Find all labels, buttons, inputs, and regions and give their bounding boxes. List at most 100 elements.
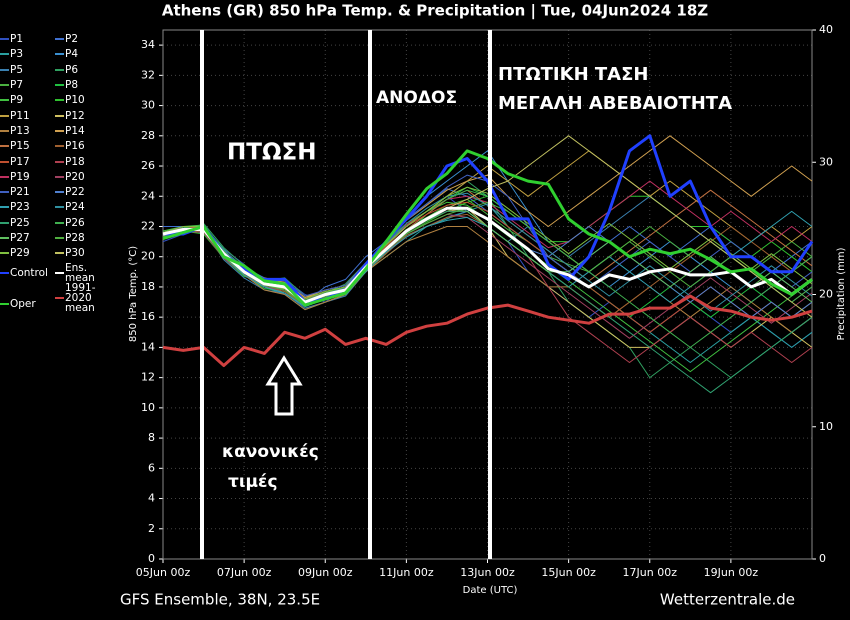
credit: Wetterzentrale.de — [660, 591, 795, 609]
legend-entry: P16 — [55, 139, 115, 153]
legend-swatch — [55, 221, 64, 224]
legend-entry: P2 — [55, 32, 115, 46]
annotation: ΠΤΩΤΙΚΗ ΤΑΣΗ — [498, 64, 648, 85]
legend-swatch — [55, 191, 64, 194]
legend-entry: P4 — [55, 47, 115, 61]
legend-swatch — [0, 302, 9, 305]
y-tick-label: 14 — [141, 340, 155, 353]
legend-entry: P22 — [55, 185, 115, 199]
y-tick-label: 18 — [141, 280, 155, 293]
legend-entry: P14 — [55, 124, 115, 138]
legend-label: P27 — [10, 232, 30, 244]
legend-entry: Oper — [0, 296, 55, 310]
legend-entry: P28 — [55, 231, 115, 245]
legend-entry: P11 — [0, 108, 55, 122]
y-tick-label: 20 — [141, 250, 155, 263]
legend-swatch — [55, 68, 64, 71]
x-tick-label: 11Jun 00z — [379, 566, 434, 579]
annotation: ΜΕΓΑΛΗ ΑΒΕΒΑΙΟΤΗΤΑ — [498, 93, 732, 114]
legend-entry: P26 — [55, 216, 115, 230]
annotation: ΑΝΟΔΟΣ — [376, 88, 457, 108]
legend: P1 P2 P3 P4 P5 P6 P7 P8 P9 P10 P11 P12 P13 P14 P15 P16 P… — [0, 32, 125, 314]
y-tick-label: 6 — [148, 461, 155, 474]
series-line — [162, 226, 813, 333]
legend-label: P8 — [65, 79, 79, 92]
legend-swatch — [0, 271, 9, 274]
legend-label: P24 — [65, 201, 85, 214]
legend-entry: P13 — [0, 124, 55, 138]
series-line — [162, 149, 813, 307]
annotation-arrow — [265, 355, 303, 416]
legend-entry: P8 — [55, 78, 115, 92]
legend-swatch — [0, 53, 9, 56]
legend-swatch — [55, 206, 64, 209]
legend-entry: P19 — [0, 170, 55, 184]
legend-entry: P25 — [0, 216, 55, 230]
legend-label: P11 — [10, 109, 30, 122]
legend-entry: P21 — [0, 185, 55, 199]
series-line — [162, 201, 813, 306]
x-tick-label: 19Jun 00z — [704, 566, 759, 579]
legend-label: P10 — [65, 94, 85, 107]
legend-swatch — [0, 221, 9, 224]
legend-swatch — [0, 160, 9, 163]
annotation: ΠΤΩΣΗ — [227, 140, 316, 166]
legend-entry: P6 — [55, 63, 115, 77]
y-tick-label: 10 — [141, 401, 155, 414]
legend-swatch — [55, 160, 64, 163]
legend-entry: P3 — [0, 47, 55, 61]
legend-swatch — [55, 99, 64, 102]
x-axis-label: Date (UTC) — [463, 585, 518, 596]
legend-swatch — [0, 38, 9, 41]
legend-swatch — [55, 271, 64, 274]
y2-axis-label: Precipitation (mm) — [836, 247, 847, 340]
legend-label: P20 — [65, 170, 85, 183]
legend-entry: P30 — [55, 246, 115, 260]
legend-swatch — [0, 145, 9, 148]
legend-swatch — [0, 114, 9, 117]
legend-swatch — [55, 129, 64, 132]
legend-label: P4 — [65, 48, 79, 61]
y-tick-label: 24 — [141, 189, 155, 202]
y2-tick-label: 30 — [819, 155, 833, 168]
x-tick-label: 05Jun 00z — [136, 566, 191, 579]
source-note: GFS Ensemble, 38N, 23.5E — [120, 591, 320, 609]
plot-frame — [162, 29, 813, 560]
legend-entry: P1 — [0, 32, 55, 46]
x-tick-label: 13Jun 00z — [460, 566, 515, 579]
legend-label: P30 — [65, 247, 85, 260]
legend-entry: P27 — [0, 231, 55, 245]
legend-swatch — [0, 84, 9, 87]
legend-entry: P20 — [55, 170, 115, 184]
series-line — [162, 201, 813, 333]
legend-label: P26 — [65, 216, 85, 229]
legend-label: P3 — [10, 48, 24, 61]
legend-label: P2 — [65, 33, 79, 46]
legend-entry: P5 — [0, 63, 55, 77]
annotation: τιμές — [228, 472, 278, 492]
legend-swatch — [55, 296, 64, 299]
legend-entry: P15 — [0, 139, 55, 153]
legend-entry: Control — [0, 265, 55, 279]
legend-label: P9 — [10, 94, 24, 107]
legend-swatch — [55, 114, 64, 117]
legend-label: 1991-2020 mean — [65, 281, 96, 314]
legend-label: P12 — [65, 109, 85, 122]
legend-label: P13 — [10, 124, 30, 137]
legend-label: P29 — [10, 247, 30, 260]
legend-label: P22 — [65, 186, 85, 199]
legend-entry: P7 — [0, 78, 55, 92]
legend-label: P21 — [10, 186, 30, 199]
x-tick-label: 07Jun 00z — [217, 566, 272, 579]
legend-swatch — [55, 84, 64, 87]
y-tick-label: 4 — [148, 492, 155, 505]
legend-entry: P24 — [55, 200, 115, 214]
legend-label: P28 — [65, 232, 85, 244]
y-tick-label: 16 — [141, 310, 155, 323]
legend-entry: P23 — [0, 200, 55, 214]
legend-swatch — [0, 99, 9, 102]
legend-label: P15 — [10, 140, 30, 153]
legend-entry: P29 — [0, 246, 55, 260]
